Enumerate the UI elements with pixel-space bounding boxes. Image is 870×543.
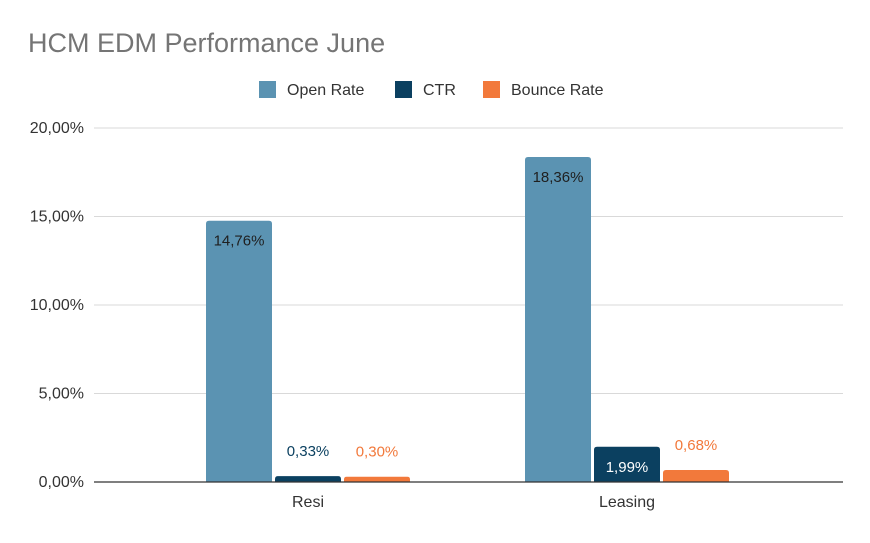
bar-bounce-rate-leasing[interactable] [663,469,729,482]
bar-open-rate-leasing[interactable] [525,157,591,482]
y-tick-label: 0,00% [39,474,84,491]
y-tick-label: 20,00% [30,120,84,137]
bar-ctr-resi[interactable] [275,476,341,482]
data-label: 1,99% [606,459,649,476]
bar-bounce-rate-resi[interactable] [344,476,410,482]
legend-swatch-1 [395,81,412,98]
y-tick-label: 5,00% [39,386,84,403]
legend-label-1: CTR [423,82,456,99]
bar-open-rate-resi[interactable] [206,220,272,483]
data-label: 18,36% [533,169,584,186]
legend-swatch-0 [259,81,276,98]
data-label: 0,30% [356,444,399,461]
data-label: 0,68% [675,437,718,454]
y-tick-label: 10,00% [30,297,84,314]
x-tick-label: Leasing [599,494,655,511]
legend-label-0: Open Rate [287,82,364,99]
legend-label-2: Bounce Rate [511,82,604,99]
x-tick-label: Resi [292,494,324,511]
data-label: 0,33% [287,443,330,460]
legend-swatch-2 [483,81,500,98]
chart-title: HCM EDM Performance June [28,28,386,58]
data-label: 14,76% [214,233,265,250]
bar-ctr-leasing[interactable] [594,446,660,482]
y-tick-label: 15,00% [30,209,84,226]
